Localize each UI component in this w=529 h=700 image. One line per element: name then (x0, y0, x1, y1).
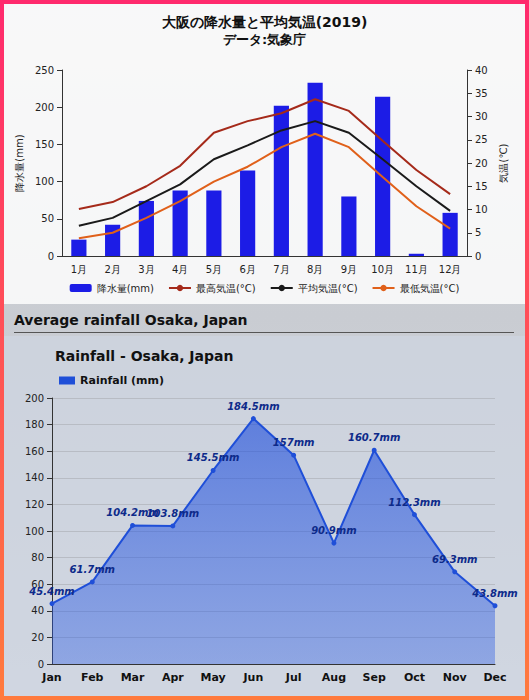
html-text:Average rainfall Osaka, Japan: Average rainfall Osaka, Japan (14, 312, 248, 328)
svg-text:Jul: Jul (285, 671, 302, 684)
svg-text:200: 200 (25, 393, 44, 404)
svg-text:250: 250 (35, 65, 54, 76)
svg-text:8月: 8月 (307, 264, 323, 275)
svg-text:157mm: 157mm (273, 437, 315, 448)
svg-text:Jun: Jun (242, 671, 263, 684)
svg-text:Jan: Jan (41, 671, 61, 684)
svg-text:Mar: Mar (121, 671, 145, 684)
svg-text:Sep: Sep (363, 671, 386, 684)
svg-text:2月: 2月 (104, 264, 120, 275)
svg-text:0: 0 (48, 251, 54, 262)
svg-text:Rainfall (mm): Rainfall (mm) (80, 374, 164, 387)
svg-text:160: 160 (25, 446, 44, 457)
svg-text:50: 50 (41, 213, 54, 224)
svg-text:気温(℃): 気温(℃) (498, 143, 509, 182)
svg-text:100: 100 (25, 526, 44, 537)
svg-text:80: 80 (31, 552, 44, 563)
svg-text:10: 10 (475, 204, 488, 215)
svg-text:25: 25 (475, 134, 488, 145)
svg-text:100: 100 (35, 176, 54, 187)
svg-text:1月: 1月 (71, 264, 87, 275)
svg-text:60: 60 (31, 578, 44, 590)
svg-text:40: 40 (31, 605, 44, 616)
svg-text:103.8mm: 103.8mm (147, 508, 199, 519)
svg-text:145.5mm: 145.5mm (187, 452, 239, 463)
svg-text:降水量(mm): 降水量(mm) (97, 283, 154, 294)
svg-text:最低気温(°C): 最低気温(°C) (400, 283, 460, 294)
svg-text:30: 30 (475, 111, 488, 122)
svg-text:12月: 12月 (439, 264, 462, 275)
svg-text:平均気温(°C): 平均気温(°C) (298, 283, 358, 294)
svg-text:104.2mm: 104.2mm (106, 507, 159, 519)
svg-text:43.8mm: 43.8mm (471, 588, 518, 599)
svg-text:9月: 9月 (341, 264, 357, 275)
svg-text:May: May (200, 671, 225, 684)
svg-text:184.5mm: 184.5mm (227, 401, 279, 412)
svg-text:Oct: Oct (404, 671, 425, 684)
svg-text:Nov: Nov (443, 671, 468, 684)
svg-text:15: 15 (475, 181, 488, 192)
svg-text:0: 0 (38, 659, 44, 670)
svg-text:160.7mm: 160.7mm (348, 432, 400, 443)
svg-text:Aug: Aug (322, 671, 346, 684)
svg-text:0: 0 (475, 251, 481, 262)
svg-text:降水量(mm): 降水量(mm) (14, 134, 25, 191)
svg-text:10月: 10月 (371, 264, 394, 275)
svg-text:5: 5 (475, 227, 481, 238)
svg-text:40: 40 (475, 65, 488, 76)
svg-text:大阪の降水量と平均気温(2019): 大阪の降水量と平均気温(2019) (162, 14, 368, 30)
svg-text:150: 150 (35, 139, 54, 150)
svg-text:69.3mm: 69.3mm (432, 554, 478, 565)
svg-text:11月: 11月 (405, 264, 428, 275)
svg-text:61.7mm: 61.7mm (70, 564, 116, 575)
svg-text:140: 140 (25, 472, 44, 483)
svg-text:5月: 5月 (206, 264, 222, 275)
svg-text:7月: 7月 (273, 264, 289, 275)
svg-text:6月: 6月 (239, 264, 255, 275)
svg-text:35: 35 (475, 88, 488, 99)
svg-text:4月: 4月 (172, 264, 188, 275)
svg-text:200: 200 (35, 102, 54, 113)
svg-text:Feb: Feb (81, 671, 104, 684)
svg-text:最高気温(°C): 最高気温(°C) (196, 283, 256, 294)
svg-text:120: 120 (25, 499, 44, 510)
svg-text:Apr: Apr (162, 671, 184, 684)
svg-text:180: 180 (25, 419, 44, 430)
svg-text:45.4mm: 45.4mm (28, 586, 75, 597)
svg-text:90.9mm: 90.9mm (311, 525, 357, 536)
svg-text:112.3mm: 112.3mm (388, 497, 440, 508)
svg-text:3月: 3月 (138, 264, 154, 275)
svg-text:20: 20 (475, 158, 488, 169)
svg-text:Dec: Dec (483, 671, 506, 684)
svg-text:データ:気象庁: データ:気象庁 (223, 32, 306, 47)
svg-text:Rainfall - Osaka, Japan: Rainfall - Osaka, Japan (55, 348, 233, 364)
svg-text:20: 20 (31, 632, 44, 643)
